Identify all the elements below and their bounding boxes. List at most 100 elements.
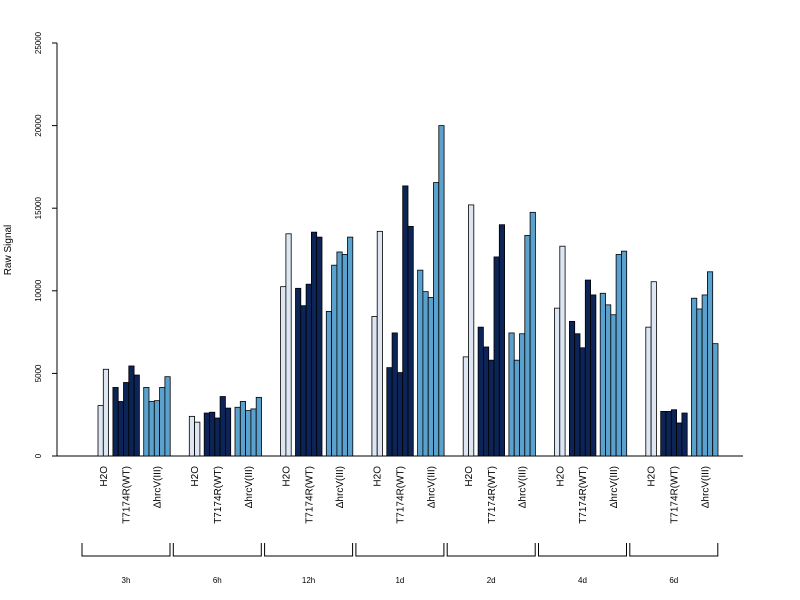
bar-1d-1-0: [386, 367, 393, 457]
bar-6d-0-1: [650, 281, 657, 457]
bar-12h-2-0: [325, 311, 332, 457]
bar-6h-2-0: [234, 406, 241, 457]
y-tick-label: 10000: [34, 279, 43, 302]
bar-4d-2-4: [621, 250, 628, 457]
bar-4d-0-0: [554, 307, 561, 457]
bar-4d-1-4: [590, 294, 597, 457]
condition-label: T7174R(WT): [669, 466, 680, 524]
bar-12h-0-1: [285, 233, 292, 457]
bar-4d-2-0: [599, 292, 606, 457]
bar-1d-0-0: [371, 316, 378, 457]
bar-3h-0-0: [97, 405, 104, 457]
bar-3h-1-0: [112, 387, 119, 457]
bar-1d-1-3: [402, 185, 409, 457]
bar-4d-0-1: [559, 245, 566, 457]
condition-label: T7174R(WT): [122, 466, 133, 524]
time-bracket: [629, 543, 719, 557]
bar-4d-2-2: [610, 314, 617, 457]
bar-6h-2-3: [250, 408, 257, 457]
time-label: 6d: [669, 576, 678, 585]
bar-1d-2-0: [417, 269, 424, 457]
bar-4d-1-1: [574, 333, 581, 457]
bar-1d-0-1: [376, 230, 383, 457]
bar-4d-1-3: [584, 279, 591, 457]
bar-3h-2-2: [153, 400, 161, 457]
bar-6d-2-4: [712, 343, 719, 457]
condition-label: H2O: [190, 466, 201, 487]
bar-6d-1-0: [660, 410, 667, 457]
time-label: 6h: [213, 576, 222, 585]
condition-label: H2O: [281, 466, 292, 487]
condition-label: H2O: [373, 466, 384, 487]
bar-12h-1-4: [316, 236, 323, 457]
bar-6h-2-1: [239, 401, 247, 457]
bar-3h-1-1: [117, 401, 124, 457]
bar-6h-1-2: [214, 417, 221, 457]
bar-3h-0-1: [102, 368, 110, 457]
bar-1d-2-3: [433, 182, 440, 457]
y-axis: 0 5000 10000 15000 20000 25000: [34, 31, 58, 458]
bar-3h-1-4: [133, 374, 140, 457]
bar-6h-1-4: [224, 407, 232, 457]
bar-4d-2-1: [605, 304, 612, 457]
bar-6d-1-2: [670, 409, 677, 457]
bar-2d-0-0: [462, 356, 469, 457]
bar-12h-2-3: [341, 254, 348, 457]
time-label: 3h: [122, 576, 131, 585]
time-label: 4d: [578, 576, 587, 585]
bar-1d-1-2: [396, 372, 404, 457]
condition-label: H2O: [99, 466, 110, 487]
bar-4d-2-3: [615, 254, 622, 457]
bar-12h-1-3: [310, 231, 318, 457]
bar-3h-2-3: [159, 387, 166, 457]
bar-12h-2-2: [336, 251, 343, 457]
bar-6h-2-2: [245, 410, 252, 457]
bar-6d-2-0: [691, 297, 698, 457]
condition-label: T7174R(WT): [304, 466, 315, 524]
bar-2d-2-0: [508, 332, 515, 457]
time-label: 12h: [302, 576, 315, 585]
bar-4d-1-2: [579, 347, 586, 457]
bar-2d-2-1: [513, 359, 520, 457]
condition-label: H2O: [555, 466, 566, 487]
bar-1d-1-4: [407, 225, 414, 457]
condition-label: H2O: [464, 466, 475, 487]
bar-2d-2-2: [519, 333, 526, 457]
bar-2d-1-4: [498, 224, 505, 457]
time-brackets: 3h 6h 12h 1d 2d 4d 6d: [81, 543, 719, 585]
time-bracket: [81, 543, 171, 557]
condition-label: T7174R(WT): [578, 466, 589, 524]
bar-2d-1-0: [477, 326, 484, 457]
time-bracket: [446, 543, 536, 557]
bar-4d-1-0: [569, 320, 576, 457]
bar-6d-2-1: [696, 308, 703, 457]
bar-12h-1-0: [295, 287, 302, 457]
time-label: 2d: [487, 576, 496, 585]
time-bracket: [264, 543, 354, 557]
condition-label: H2O: [647, 466, 658, 487]
condition-label: T7174R(WT): [487, 466, 498, 524]
bar-6d-1-3: [676, 422, 683, 457]
bar-6h-1-1: [209, 411, 216, 457]
y-axis-label: Raw Signal: [3, 225, 14, 276]
bar-3h-1-3: [128, 365, 135, 457]
bar-2d-2-4: [529, 211, 536, 457]
bar-1d-2-2: [427, 297, 434, 457]
bars-layer: [97, 125, 719, 457]
bar-6d-1-1: [665, 410, 672, 457]
bar-6h-0-1: [194, 421, 201, 457]
y-tick-label: 15000: [34, 197, 43, 220]
condition-label: ΔhrcV(III): [609, 466, 620, 508]
condition-label: ΔhrcV(III): [426, 466, 437, 508]
condition-label: T7174R(WT): [396, 466, 407, 524]
bar-2d-2-3: [524, 235, 531, 457]
time-bracket: [172, 543, 262, 557]
bar-2d-1-1: [482, 346, 490, 457]
bar-1d-1-1: [391, 332, 398, 457]
bar-3h-2-4: [164, 376, 171, 457]
condition-label: ΔhrcV(III): [700, 466, 711, 508]
condition-label: ΔhrcV(III): [518, 466, 529, 508]
bar-12h-0-0: [280, 286, 287, 457]
condition-label: ΔhrcV(III): [152, 466, 163, 508]
